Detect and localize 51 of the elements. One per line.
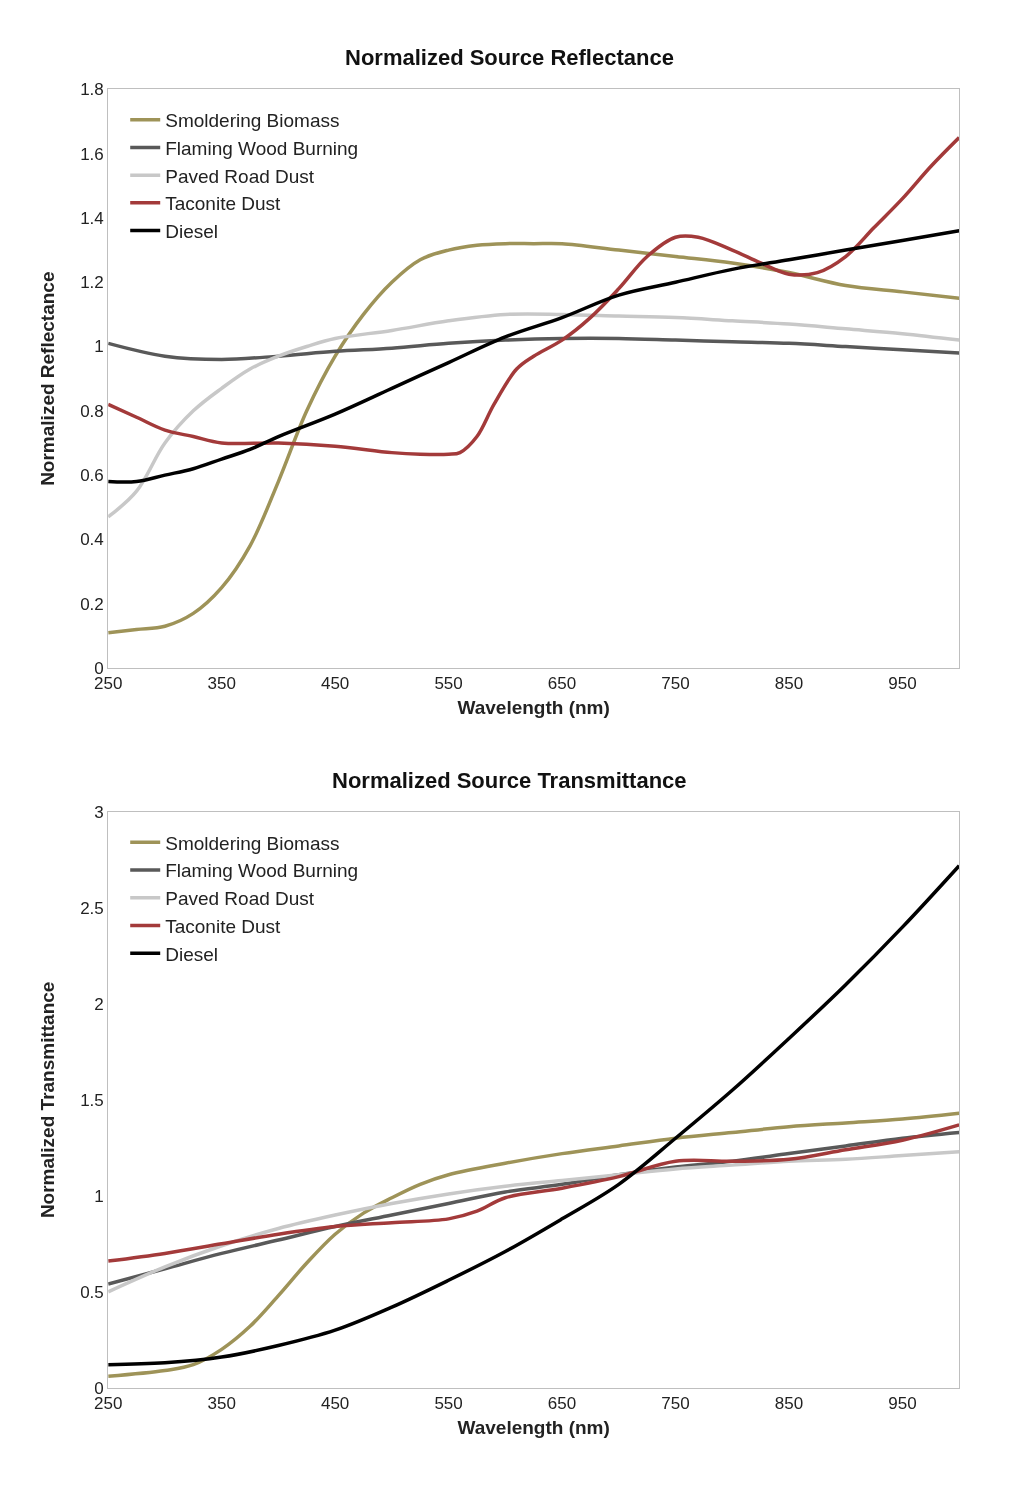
legend-label: Taconite Dust: [165, 915, 282, 937]
y-axis-title: Normalized Reflectance: [37, 271, 58, 486]
y-tick-label: 3: [94, 802, 104, 822]
y-tick-label: 1.2: [80, 273, 104, 293]
y-tick-label: 1.8: [80, 80, 104, 100]
line-series: [108, 135, 960, 457]
line-series: [108, 863, 960, 1367]
y-tick-label: 0.5: [80, 1282, 104, 1302]
x-tick-label: 650: [547, 674, 577, 694]
legend-label: Paved Road Dust: [165, 888, 315, 910]
y-tick-label: 1: [94, 337, 104, 357]
x-tick-label: 850: [774, 674, 804, 694]
legend-label: Taconite Dust: [165, 193, 282, 215]
chart-title: Normalized Source Reflectance: [345, 45, 674, 70]
x-tick-label: 550: [434, 1394, 463, 1414]
y-tick-label: 0.8: [80, 401, 104, 421]
chart-title: Normalized Source Transmittance: [332, 768, 687, 793]
line-series: [108, 1123, 960, 1263]
legend-label: Diesel: [165, 943, 219, 965]
y-tick-label: 2.5: [80, 898, 104, 918]
y-tick-label: 1.4: [80, 208, 104, 228]
x-tick-label: 750: [661, 674, 690, 694]
legend-label: Diesel: [165, 220, 219, 242]
y-tick-label: 1: [94, 1186, 104, 1206]
x-tick-label: 650: [547, 1394, 577, 1414]
legend-label: Flaming Wood Burning: [165, 860, 359, 882]
x-axis-title: Wavelength (nm): [457, 697, 610, 719]
x-tick-label: 550: [434, 674, 463, 694]
y-tick-label: 0.2: [80, 594, 104, 614]
y-tick-label: 1.5: [80, 1090, 104, 1110]
legend-label: Flaming Wood Burning: [165, 137, 359, 159]
y-tick-label: 0.6: [80, 466, 104, 486]
line-series: [108, 1111, 960, 1378]
y-tick-label: 2: [94, 994, 104, 1014]
y-axis-title: Normalized Transmittance: [37, 981, 58, 1219]
x-tick-label: 350: [207, 674, 236, 694]
line-series: [108, 336, 960, 362]
x-tick-label: 950: [888, 1394, 917, 1414]
legend-label: Smoldering Biomass: [165, 110, 340, 132]
x-tick-label: 350: [207, 1394, 236, 1414]
x-axis-title: Wavelength (nm): [457, 1416, 610, 1438]
line-series: [108, 241, 960, 635]
x-tick-label: 450: [320, 674, 350, 694]
x-tick-label: 450: [320, 1394, 350, 1414]
x-tick-label: 750: [661, 1394, 690, 1414]
legend-label: Paved Road Dust: [165, 165, 315, 187]
legend-label: Smoldering Biomass: [165, 832, 340, 854]
y-tick-label: 1.6: [80, 144, 104, 164]
x-tick-label: 950: [888, 674, 917, 694]
x-tick-label: 850: [774, 1394, 804, 1414]
y-tick-label: 0.4: [80, 530, 104, 550]
